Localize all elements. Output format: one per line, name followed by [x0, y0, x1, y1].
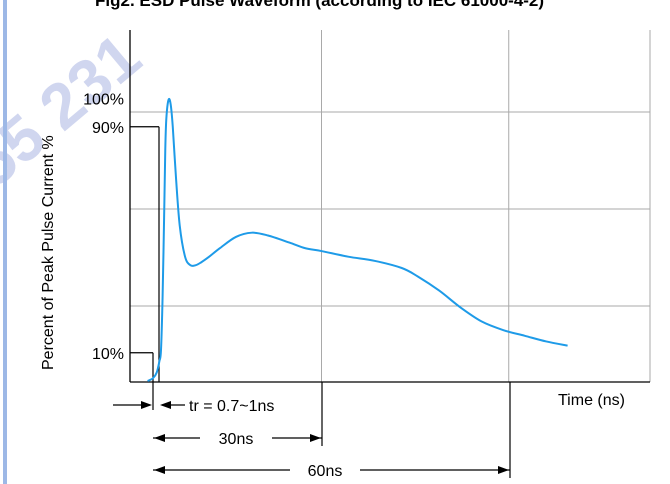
span-30-right-arrowhead	[310, 434, 321, 442]
y-tick-label-0: 100%	[83, 92, 124, 109]
span-60-left-arrowhead	[154, 466, 165, 474]
y-tick-label-1: 90%	[92, 120, 124, 137]
rise-time-label: tr = 0.7~1ns	[189, 398, 274, 415]
series-line	[147, 97, 568, 382]
span-60-right-arrowhead	[498, 466, 509, 474]
y-tick-labels: 100% 90% 10%	[83, 92, 160, 410]
span-60-label: 60ns	[308, 463, 343, 480]
time-annotations: tr = 0.7~1ns 30ns 60ns	[113, 382, 511, 480]
span-30-left-arrowhead	[154, 434, 165, 442]
left-accent-bar	[3, 0, 7, 484]
x-axis-label: Time (ns)	[558, 392, 625, 409]
axes	[129, 30, 650, 383]
watermark-text: 55 231	[0, 20, 154, 201]
span-30-label: 30ns	[219, 431, 254, 448]
chart-title: Fig2. ESD Pulse Waveform (according to I…	[95, 0, 544, 10]
grid-lines	[130, 30, 651, 382]
watermark-group: 55 231	[0, 20, 154, 201]
y-tick-label-2: 10%	[92, 346, 124, 363]
tr-right-arrowhead	[160, 401, 171, 409]
y-axis-label: Percent of Peak Pulse Current %	[40, 135, 57, 370]
tr-left-arrowhead	[141, 401, 152, 409]
